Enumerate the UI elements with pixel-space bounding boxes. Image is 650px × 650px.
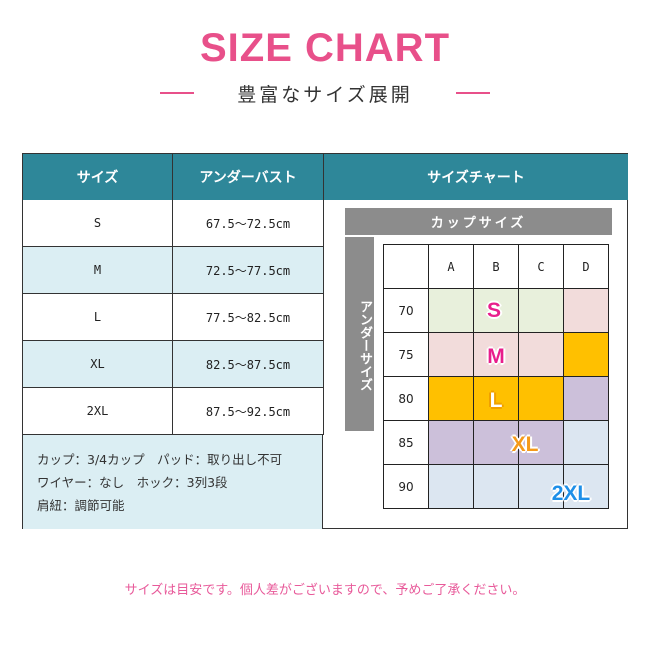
header-underbust: アンダーバスト bbox=[173, 154, 324, 200]
header-size: サイズ bbox=[23, 154, 173, 200]
grid-cell bbox=[428, 288, 474, 333]
notes: カップ：3/4カップ パッド：取り出し不可 ワイヤー：なし ホック：3列3段 肩… bbox=[23, 435, 323, 529]
grid-row: 90 bbox=[383, 464, 609, 509]
grid-cell bbox=[563, 376, 609, 421]
size-label: M bbox=[487, 345, 505, 368]
underbust-cell: 72.5～77.5cm bbox=[173, 247, 324, 294]
under-header: 80 bbox=[383, 376, 429, 421]
grid-cell bbox=[473, 464, 519, 509]
grid-cell bbox=[518, 464, 564, 509]
grid-cell bbox=[473, 288, 519, 333]
cup-size-label: カップサイズ bbox=[345, 208, 612, 235]
size-label: XL bbox=[511, 433, 539, 456]
grid-row: 70 bbox=[383, 288, 609, 333]
grid-cell bbox=[518, 420, 564, 465]
grid-cell bbox=[518, 376, 564, 421]
cup-header: C bbox=[518, 244, 564, 289]
grid-cell bbox=[473, 420, 519, 465]
note: ワイヤー：なし ホック：3列3段 bbox=[37, 475, 228, 490]
grid-cell bbox=[563, 288, 609, 333]
note: 肩紐：調節可能 bbox=[37, 498, 125, 513]
grid-cell bbox=[518, 288, 564, 333]
size-cell: L bbox=[23, 294, 173, 341]
size-cell: XL bbox=[23, 341, 173, 388]
size-cell: S bbox=[23, 200, 173, 247]
underbust-cell: 82.5～87.5cm bbox=[173, 341, 324, 388]
under-header: 90 bbox=[383, 464, 429, 509]
under-size-label: アンダーサイズ bbox=[345, 237, 374, 431]
under-header: 85 bbox=[383, 420, 429, 465]
page-title: SIZE CHART bbox=[200, 26, 450, 70]
grid-cell bbox=[428, 464, 474, 509]
cup-header: B bbox=[473, 244, 519, 289]
underbust-cell: 77.5～82.5cm bbox=[173, 294, 324, 341]
cup-header: D bbox=[563, 244, 609, 289]
grid-cell bbox=[473, 376, 519, 421]
divider bbox=[456, 92, 490, 94]
underbust-cell: 87.5～92.5cm bbox=[173, 388, 324, 435]
grid-cell bbox=[428, 332, 474, 377]
note: カップ：3/4カップ パッド：取り出し不可 bbox=[37, 452, 283, 467]
size-chart-grid: A B C D 70 75 80 85 90 bbox=[383, 244, 609, 509]
cup-header: A bbox=[428, 244, 474, 289]
grid-cell bbox=[473, 332, 519, 377]
grid-cell bbox=[428, 420, 474, 465]
corner-cell bbox=[383, 244, 429, 289]
under-header: 75 bbox=[383, 332, 429, 377]
grid-row: 85 bbox=[383, 420, 609, 465]
size-table bbox=[22, 153, 628, 529]
subtitle: 豊富なサイズ展開 bbox=[237, 84, 413, 106]
footer-note: サイズは目安です。個人差がございますので、予めご了承ください。 bbox=[124, 583, 526, 598]
size-cell: M bbox=[23, 247, 173, 294]
under-header: 70 bbox=[383, 288, 429, 333]
grid-cell bbox=[563, 332, 609, 377]
size-label: 2XL bbox=[551, 482, 591, 505]
divider bbox=[160, 92, 194, 94]
grid-cell bbox=[428, 376, 474, 421]
grid-row: 80 bbox=[383, 376, 609, 421]
grid-cell bbox=[563, 464, 609, 509]
size-cell: 2XL bbox=[23, 388, 173, 435]
size-label: L bbox=[489, 389, 503, 412]
underbust-cell: 67.5～72.5cm bbox=[173, 200, 324, 247]
header-size-chart: サイズチャート bbox=[324, 154, 628, 200]
grid-cell bbox=[518, 332, 564, 377]
grid-cell bbox=[563, 420, 609, 465]
size-label: S bbox=[486, 299, 502, 322]
